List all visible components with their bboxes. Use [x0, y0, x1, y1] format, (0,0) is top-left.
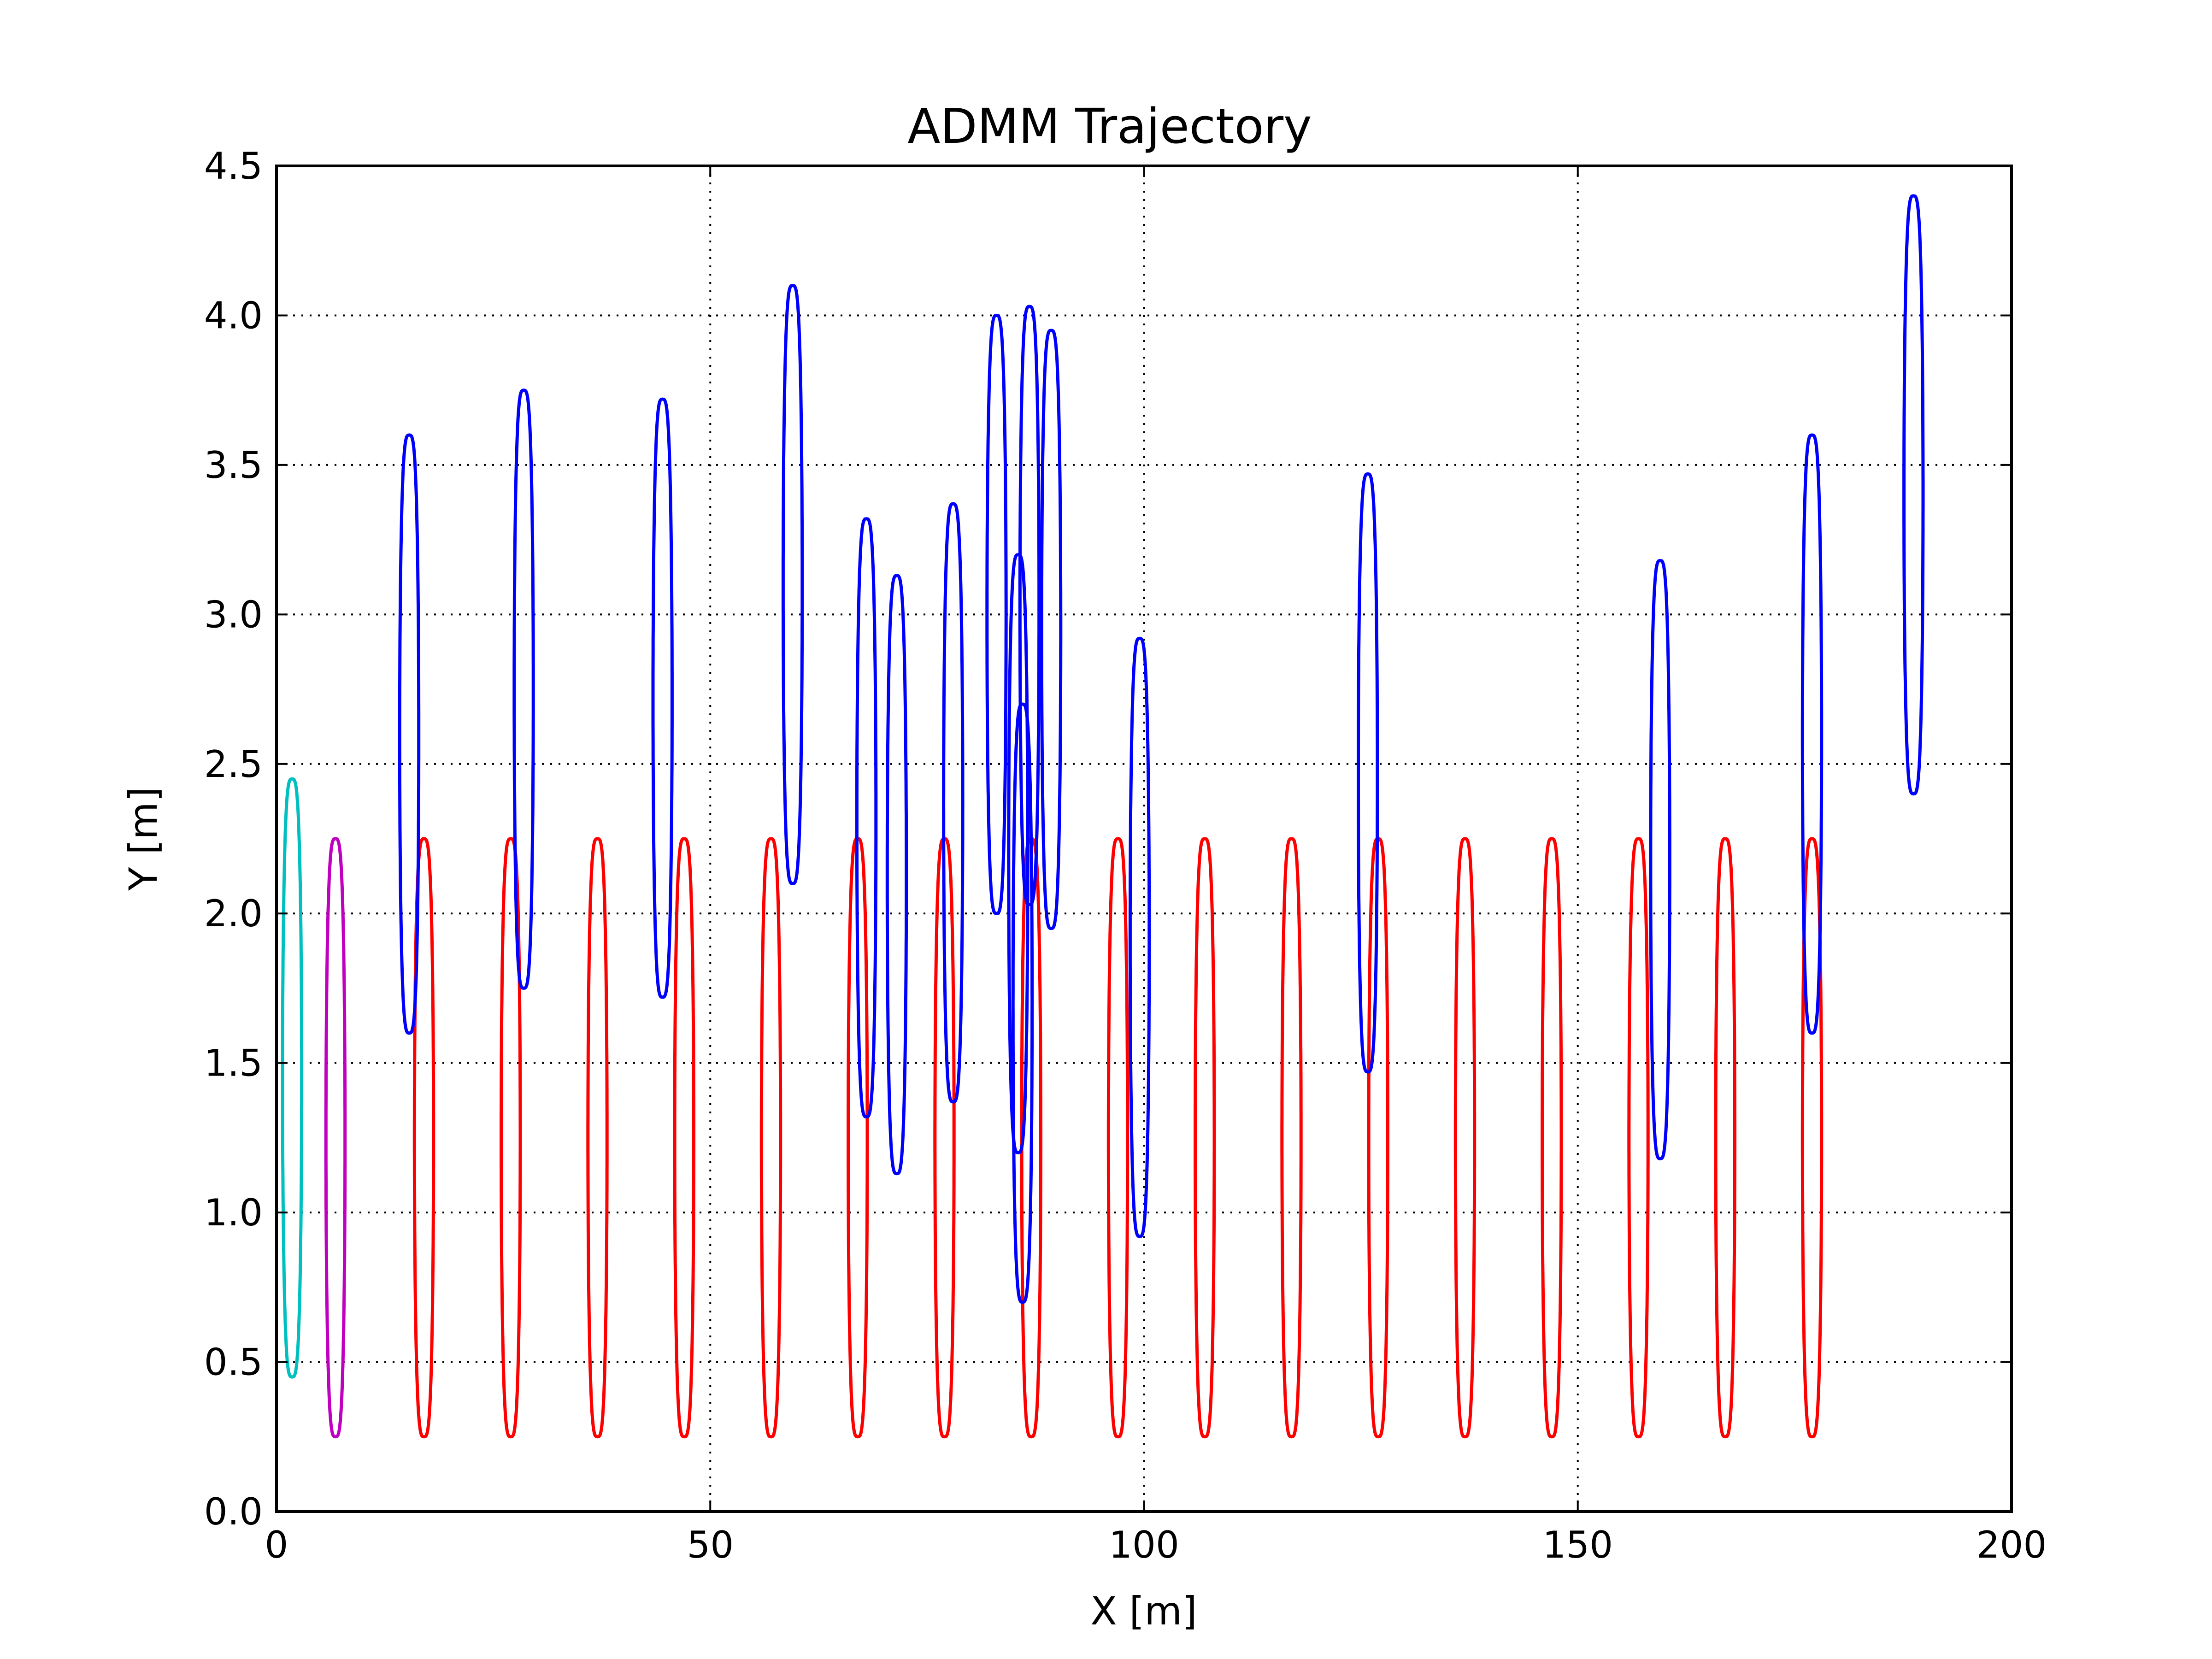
x-tick-label: 50 [687, 1524, 734, 1566]
y-tick-label: 3.0 [204, 593, 263, 636]
trajectory-loop [512, 388, 535, 990]
trajectory-loop [1106, 837, 1130, 1439]
y-tick-label: 4.0 [204, 294, 263, 337]
x-tick-label: 200 [1977, 1524, 2047, 1566]
x-tick-label: 100 [1109, 1524, 1179, 1566]
trajectory-loop [281, 777, 304, 1379]
trajectory-loop [412, 837, 435, 1439]
trajectory-series [398, 194, 1925, 1304]
y-tick-label: 0.5 [204, 1341, 263, 1384]
trajectory-loop [885, 574, 908, 1176]
trajectory-loop [1800, 837, 1824, 1439]
trajectory-loop [1902, 194, 1925, 796]
trajectory-loop [781, 284, 804, 885]
trajectory-loop [651, 397, 674, 999]
trajectory-loop [985, 313, 1008, 915]
trajectory-loop [1800, 433, 1824, 1035]
trajectory-loop [1011, 702, 1034, 1304]
trajectory-loop [1194, 837, 1216, 1439]
trajectory-series [324, 837, 347, 1439]
ticks-layer: 0 50 100 150 200 0.0 0.5 1.0 1.5 2.0 2.5 3.0 3.5 4.0 4… [204, 145, 2047, 1566]
trajectory-loop [1128, 636, 1151, 1238]
y-tick-label: 2.5 [204, 743, 263, 786]
trajectory-loop [398, 433, 421, 1035]
trajectory-loop [1367, 837, 1389, 1439]
grid-layer [276, 166, 2012, 1512]
trajectory-loop [1627, 837, 1650, 1439]
trajectory-loop [759, 837, 782, 1439]
trajectory-loop [1541, 837, 1563, 1439]
trajectory-series [281, 777, 304, 1379]
trajectory-loop [847, 837, 869, 1439]
trajectory-loop [1649, 559, 1671, 1160]
series-layer [281, 194, 1925, 1439]
plot-frame [275, 165, 2013, 1513]
x-tick-label: 150 [1542, 1524, 1613, 1566]
y-axis-label: Y [m] [121, 787, 166, 891]
x-tick-label: 0 [265, 1524, 288, 1566]
y-tick-label: 3.5 [204, 444, 263, 487]
trajectory-loop [1018, 305, 1041, 906]
y-tick-label: 1.0 [204, 1191, 263, 1234]
x-axis-label: X [m] [1090, 1588, 1197, 1634]
trajectory-loop [1714, 837, 1736, 1439]
trajectory-loop [1007, 553, 1030, 1154]
y-tick-label: 2.0 [204, 892, 263, 935]
trajectory-loop [673, 837, 695, 1439]
y-tick-label: 0.0 [204, 1490, 263, 1533]
y-tick-label: 4.5 [204, 145, 263, 188]
trajectory-loop [1357, 472, 1379, 1074]
trajectory-loop [933, 837, 956, 1439]
trajectory-loop [855, 517, 878, 1118]
trajectory-loop [1040, 329, 1063, 930]
y-tick-label: 1.5 [204, 1042, 263, 1085]
trajectory-loop [1453, 837, 1477, 1439]
trajectory-loop [586, 837, 609, 1439]
trajectory-loop [324, 837, 347, 1439]
trajectory-loop [1280, 837, 1303, 1439]
trajectory-loop [942, 502, 965, 1104]
chart-title: ADMM Trajectory [907, 98, 1312, 154]
